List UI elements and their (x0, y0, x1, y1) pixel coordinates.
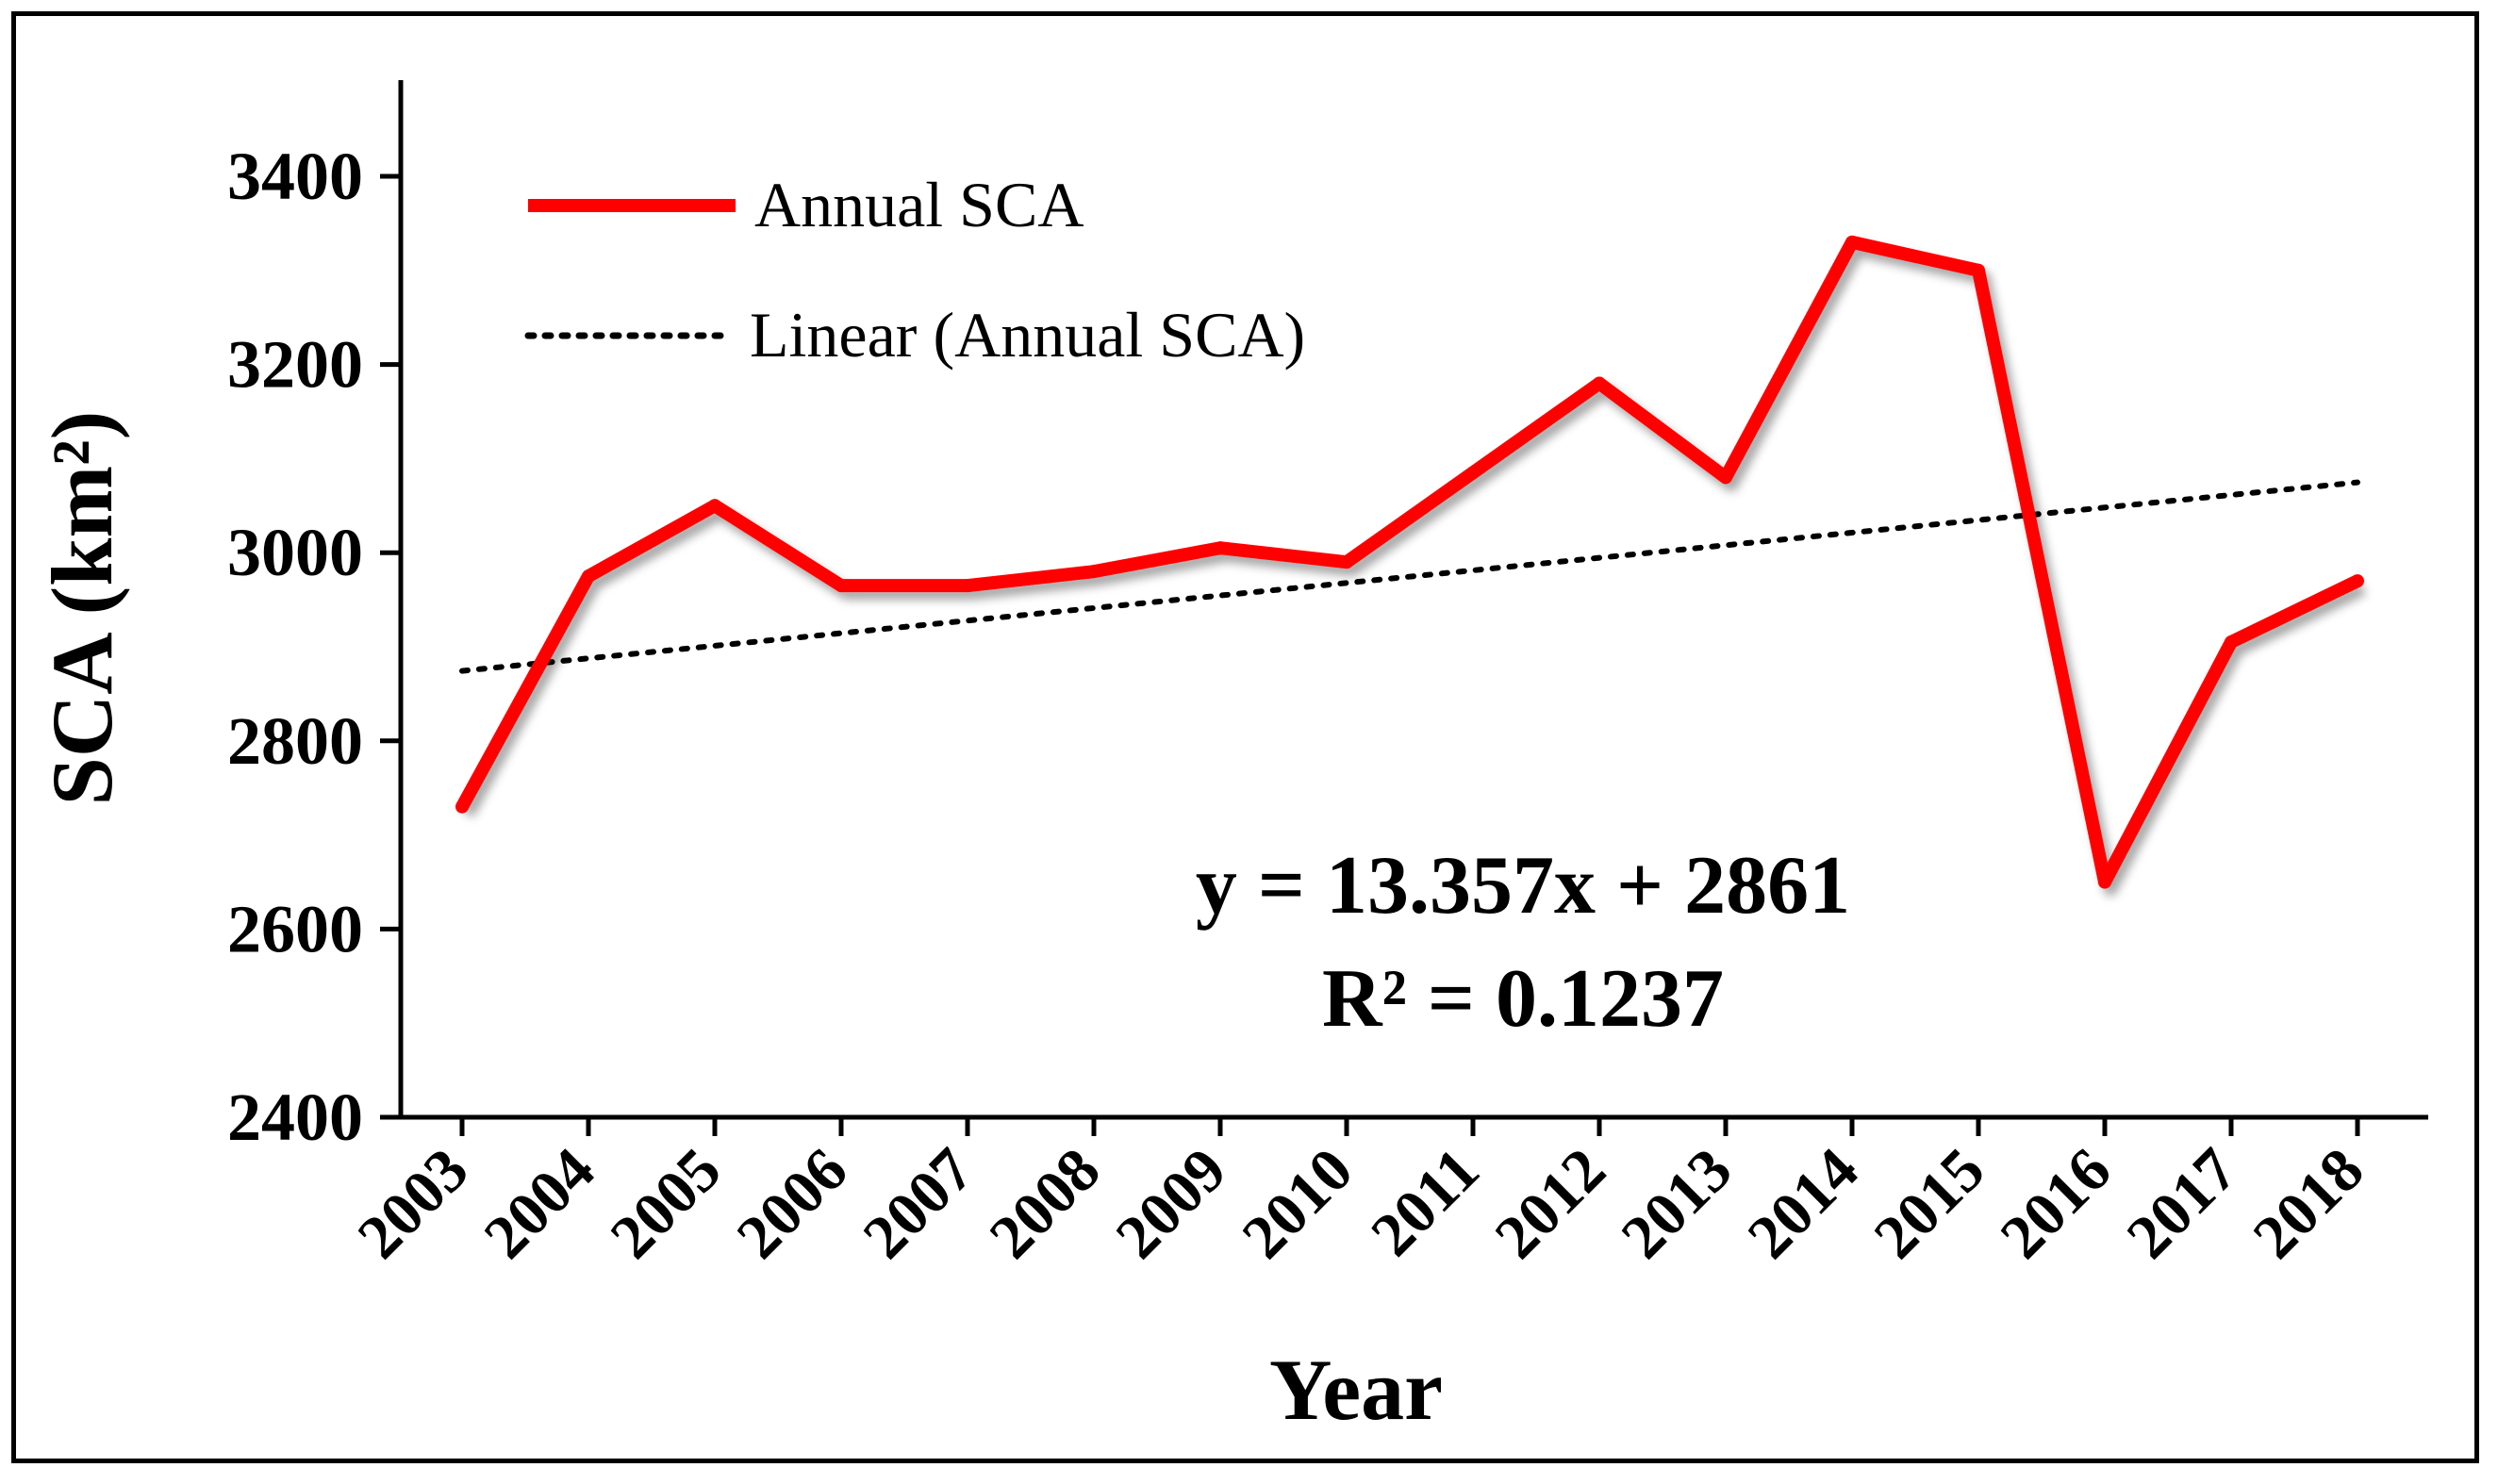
data-point-2013 (1719, 470, 1732, 485)
y-tick-label: 2800 (227, 703, 363, 779)
series-line-annual-sca (455, 235, 2361, 889)
y-tick-label: 2400 (227, 1080, 363, 1155)
x-tick-label: 2007 (851, 1135, 987, 1272)
legend-label-annual-sca: Annual SCA (754, 169, 1084, 240)
data-point-2007 (961, 579, 974, 593)
data-points (455, 235, 2364, 889)
x-tick-label: 2009 (1103, 1135, 1240, 1272)
legend: Annual SCA Linear (Annual SCA) (524, 169, 1305, 371)
y-tick-label: 3200 (227, 327, 363, 403)
x-tick-label: 2018 (2241, 1135, 2377, 1272)
trendline-linear (459, 479, 2360, 674)
x-tick-label: 2013 (1609, 1135, 1745, 1272)
data-point-2003 (455, 800, 469, 814)
y-tick-label: 3400 (227, 139, 363, 214)
x-tick-label: 2016 (1988, 1135, 2125, 1272)
trend-equation: y = 13.357x + 2861 (1196, 840, 1850, 932)
data-point-2011 (1466, 466, 1480, 480)
data-point-2018 (2351, 574, 2364, 588)
x-tick-label: 2017 (2114, 1135, 2251, 1272)
y-tick-label: 3000 (227, 515, 363, 590)
data-point-2005 (708, 499, 721, 513)
data-point-2012 (1593, 376, 1606, 390)
data-point-2006 (835, 579, 848, 593)
r-squared-label: R² = 0.1237 (1322, 953, 1724, 1045)
x-tick-label: 2012 (1482, 1135, 1619, 1272)
y-axis-title: SCA (km²) (34, 411, 130, 806)
chart-frame (11, 11, 2479, 1463)
x-tick-label: 2015 (1861, 1135, 1998, 1272)
x-axis-ticks: 2003200420052006200720082009201020112012… (345, 1117, 2377, 1272)
x-tick-label: 2005 (598, 1135, 735, 1272)
legend-label-linear: Linear (Annual SCA) (750, 299, 1305, 371)
x-tick-label: 2003 (345, 1135, 482, 1272)
x-tick-label: 2006 (724, 1135, 861, 1272)
x-tick-label: 2010 (1230, 1135, 1366, 1272)
x-tick-label: 2011 (1358, 1135, 1492, 1269)
x-tick-label: 2014 (1735, 1135, 1872, 1272)
data-point-2004 (582, 569, 595, 584)
data-point-2016 (2098, 875, 2111, 889)
data-point-2015 (1972, 263, 1985, 277)
data-point-2008 (1087, 565, 1100, 579)
y-tick-label: 2600 (227, 891, 363, 966)
data-point-2014 (1845, 235, 1859, 249)
y-axis-ticks: 2400 2600 2800 3000 3200 3400 (227, 139, 401, 1155)
data-point-2009 (1214, 541, 1227, 555)
x-axis-title: Year (1269, 1342, 1443, 1438)
x-tick-label: 2004 (471, 1135, 608, 1272)
x-tick-label: 2008 (977, 1135, 1114, 1272)
data-point-2010 (1340, 555, 1353, 569)
data-point-2017 (2225, 635, 2238, 650)
